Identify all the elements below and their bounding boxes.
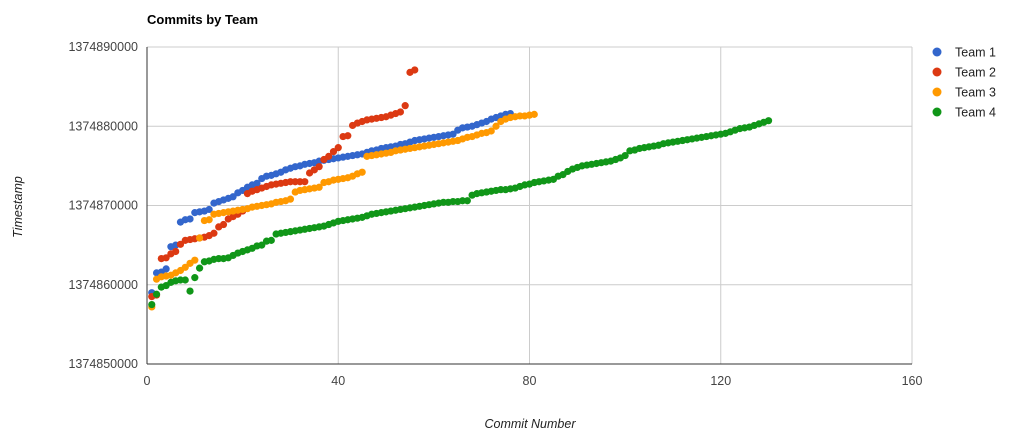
legend-item[interactable]: Team 4 <box>932 106 997 120</box>
legend-label: Team 2 <box>955 66 996 80</box>
legend-item[interactable]: Team 1 <box>932 46 997 60</box>
legend-marker <box>932 47 942 57</box>
data-point[interactable] <box>210 229 218 237</box>
data-point[interactable] <box>315 163 323 171</box>
legend-label: Team 1 <box>955 46 996 60</box>
x-axis-label: Commit Number <box>485 417 577 431</box>
data-point[interactable] <box>219 220 228 229</box>
data-point[interactable] <box>344 132 352 140</box>
data-point[interactable] <box>162 254 170 262</box>
data-point[interactable] <box>152 290 161 298</box>
data-point[interactable] <box>162 265 170 273</box>
data-point[interactable] <box>621 151 629 160</box>
legend-label: Team 3 <box>955 86 996 100</box>
data-point[interactable] <box>492 122 500 130</box>
data-point[interactable] <box>325 152 333 160</box>
x-tick-label: 120 <box>710 374 731 388</box>
y-tick-label: 1374870000 <box>68 199 138 213</box>
data-point[interactable] <box>181 263 189 271</box>
data-point[interactable] <box>396 108 405 116</box>
data-point[interactable] <box>463 197 471 205</box>
legend-marker <box>932 87 942 97</box>
legend[interactable]: Team 1 Team 2 Team 3 Team 4 <box>932 46 997 120</box>
chart-title: Commits by Team <box>147 12 258 27</box>
legend-label: Team 4 <box>955 106 996 120</box>
data-point[interactable] <box>148 300 156 309</box>
series-4 <box>148 117 773 309</box>
legend-marker <box>932 107 942 117</box>
y-tick-label: 1374860000 <box>68 278 138 292</box>
data-point[interactable] <box>258 241 266 249</box>
data-point[interactable] <box>191 274 199 282</box>
data-point[interactable] <box>329 148 338 156</box>
y-tick-labels: 1374850000 1374860000 1374870000 1374880000… <box>68 40 138 371</box>
series-2 <box>148 66 419 301</box>
data-point[interactable] <box>205 216 213 224</box>
data-point[interactable] <box>411 66 419 74</box>
axes <box>146 47 912 365</box>
x-tick-label: 80 <box>523 374 537 388</box>
legend-item[interactable]: Team 2 <box>932 66 997 80</box>
data-point[interactable] <box>195 264 204 272</box>
data-point[interactable] <box>449 130 457 138</box>
data-point[interactable] <box>181 276 189 284</box>
data-point[interactable] <box>401 102 409 110</box>
data-point[interactable] <box>253 179 261 187</box>
data-point[interactable] <box>191 256 199 264</box>
data-point[interactable] <box>186 215 194 223</box>
data-point[interactable] <box>286 195 295 203</box>
data-point[interactable] <box>301 178 309 186</box>
data-point[interactable] <box>176 240 185 248</box>
legend-item[interactable]: Team 3 <box>932 86 997 100</box>
data-points <box>148 66 773 311</box>
y-tick-label: 1374880000 <box>68 119 138 133</box>
data-point[interactable] <box>315 183 323 191</box>
y-axis-label: Timestamp <box>11 176 25 238</box>
data-point[interactable] <box>358 168 366 176</box>
data-point[interactable] <box>195 234 204 242</box>
data-point[interactable] <box>334 144 342 152</box>
data-point[interactable] <box>229 193 237 201</box>
data-point[interactable] <box>186 287 194 295</box>
data-point[interactable] <box>530 110 538 118</box>
x-tick-label: 40 <box>331 374 345 388</box>
y-tick-label: 1374850000 <box>68 357 138 371</box>
x-tick-labels: 0 40 80 120 160 <box>144 374 923 388</box>
data-point[interactable] <box>487 127 495 135</box>
x-tick-label: 0 <box>144 374 151 388</box>
data-point[interactable] <box>205 205 213 214</box>
data-point[interactable] <box>172 247 180 256</box>
legend-marker <box>932 67 942 77</box>
y-tick-label: 1374890000 <box>68 40 138 54</box>
x-tick-label: 160 <box>902 374 923 388</box>
data-point[interactable] <box>267 236 275 244</box>
data-point[interactable] <box>764 117 773 125</box>
